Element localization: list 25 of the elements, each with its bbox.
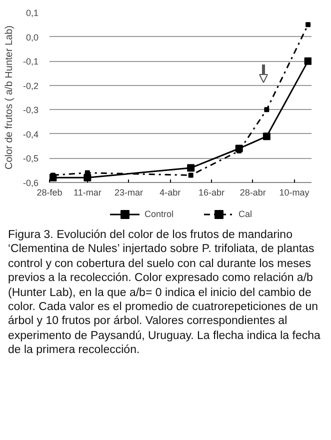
y-axis-title: Color de frutos ( a/b Hunter Lab) xyxy=(4,26,15,170)
x-tick-label: 10-may xyxy=(279,188,310,198)
point xyxy=(264,107,270,112)
y-tick-label: -0,6 xyxy=(22,178,39,188)
x-tick-label: 11-mar xyxy=(74,188,102,198)
point xyxy=(304,57,312,65)
legend-label: Cal xyxy=(238,209,254,219)
legend-label: Control xyxy=(144,209,174,219)
point xyxy=(306,22,311,28)
y-tick-label: -0,2 xyxy=(22,80,39,91)
x-tick-label: 16-abr xyxy=(198,188,225,198)
y-tick-label: 0,1 xyxy=(26,8,39,18)
text: Figura 3. Evolución del color de los frutos de mandarino ‘Clementina de Nules’ injertado sobre P. trifoliata, de plantas control y con cobertura del suelo con cal durante los meses previos a la recolección. Color expresado como relación a/b (Hunter Lab), en la que a/b= 0 indica el inicio del cambio de color. Cada valor es el promedio de cuatrorepeticiones de un árbol y 10 frutos por árbol. Valores correspondientes al experimento de Paysandú, Uruguay. La flecha indica la fecha de la primera recolección. xyxy=(8,229,320,356)
y-tick-label: -0,4 xyxy=(22,129,39,140)
point xyxy=(187,164,195,172)
x-tick-label: 28-feb xyxy=(36,188,62,198)
x-tick-label: 4-abr xyxy=(160,188,181,198)
y-tick-label: -0,3 xyxy=(22,105,39,116)
point xyxy=(188,172,194,178)
x-tick-label: 23-mar xyxy=(114,188,144,198)
point xyxy=(262,132,270,140)
y-tick-label: -0,1 xyxy=(22,56,39,67)
y-tick-label: -0,5 xyxy=(22,154,39,164)
x-tick-label: 28-abr xyxy=(240,188,266,198)
y-tick-label: 0,0 xyxy=(26,32,39,42)
